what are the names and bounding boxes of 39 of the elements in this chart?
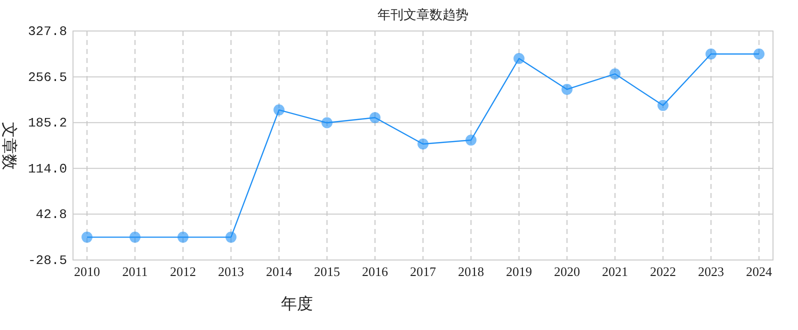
point [466, 134, 476, 146]
point [370, 112, 380, 124]
point [322, 117, 332, 128]
x-tick-label: 2020 [554, 264, 580, 279]
x-tick-label: 2018 [458, 264, 484, 279]
point [226, 232, 236, 243]
x-tick-label: 2017 [410, 264, 436, 279]
point [658, 100, 668, 111]
y-tick-label: 256.5 [28, 70, 67, 85]
y-tick-label: 114.0 [28, 161, 67, 176]
point [706, 48, 716, 60]
point [178, 232, 188, 243]
point [418, 138, 428, 150]
x-tick-label: 2015 [314, 264, 340, 279]
x-axis-title: 年度 [281, 295, 313, 313]
y-tick-label: -28.5 [28, 253, 67, 268]
y-axis-title: 文章数 [0, 122, 18, 170]
point [754, 48, 764, 60]
x-tick-label: 2022 [650, 264, 676, 279]
y-tick-label: 327.8 [28, 24, 67, 39]
x-tick-label: 2024 [746, 264, 772, 279]
x-tick-label: 2011 [122, 264, 148, 279]
x-tick-label: 2012 [170, 264, 196, 279]
x-tick-label: 2016 [362, 264, 388, 279]
x-tick-label: 2019 [506, 264, 532, 279]
point [514, 53, 524, 64]
x-tick-label: 2014 [266, 264, 292, 279]
point [274, 104, 284, 116]
y-tick-label: 42.8 [36, 207, 67, 222]
point [82, 232, 92, 243]
point [562, 84, 572, 95]
point [130, 232, 140, 243]
x-tick-label: 2023 [698, 264, 724, 279]
x-tick-label: 2013 [218, 264, 244, 279]
y-tick-label: 185.2 [28, 116, 67, 131]
point [610, 68, 620, 80]
x-tick-label: 2021 [602, 264, 628, 279]
chart-title: 年刊文章数趋势 [378, 7, 468, 22]
x-tick-label: 2010 [74, 264, 100, 279]
